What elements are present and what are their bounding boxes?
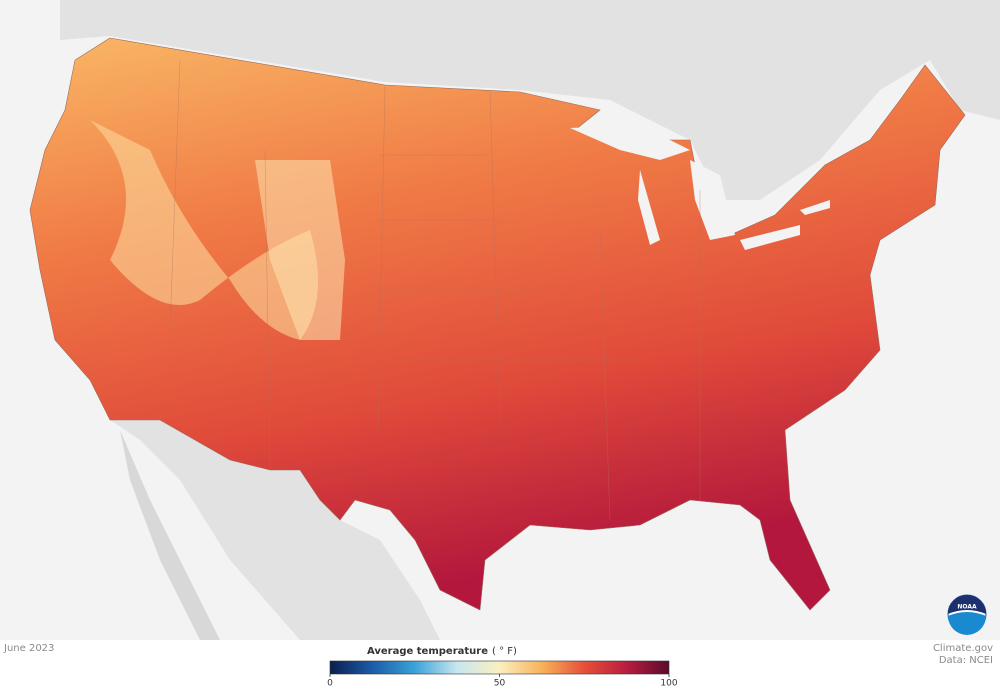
colorbar-ticks: 0 50 100 xyxy=(327,674,678,689)
date-label: June 2023 xyxy=(3,643,54,654)
colorbar xyxy=(329,660,670,675)
mountain-region xyxy=(90,120,318,340)
canada xyxy=(60,0,1000,200)
logo-text: NOAA xyxy=(957,604,977,611)
tick-label: 100 xyxy=(660,679,677,689)
legend-title: Average temperature ( ° F) xyxy=(367,646,517,657)
noaa-logo: NOAA xyxy=(947,594,987,635)
rockies xyxy=(255,160,345,340)
state-borders xyxy=(169,59,701,521)
tick-label: 50 xyxy=(494,679,506,689)
legend-unit: ( ° F) xyxy=(492,646,517,657)
tick-label: 0 xyxy=(327,679,333,689)
legend-title-text: Average temperature xyxy=(367,646,488,657)
mexico xyxy=(110,420,440,640)
great-lakes xyxy=(570,125,830,250)
credit: Climate.gov xyxy=(933,643,993,654)
source: Data: NCEI xyxy=(939,655,993,666)
